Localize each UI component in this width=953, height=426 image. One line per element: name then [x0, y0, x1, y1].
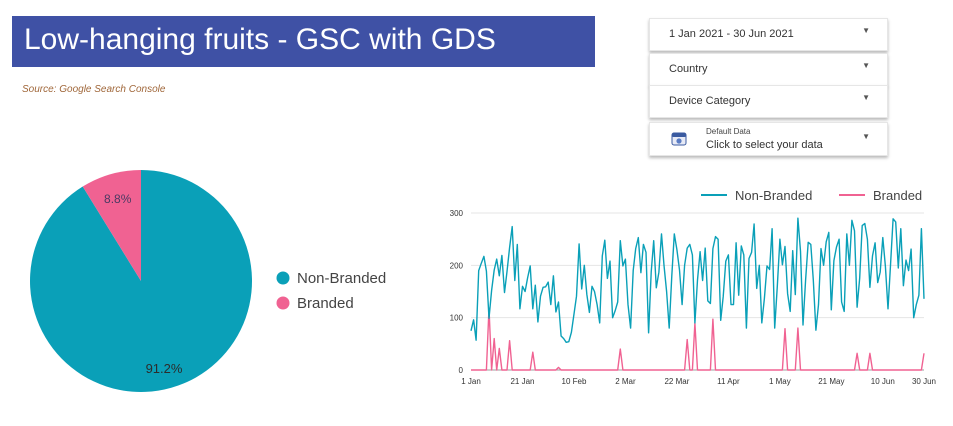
- pie-slice-non-branded: [30, 170, 253, 392]
- source-note: Source: Google Search Console: [22, 84, 166, 95]
- pie-chart: 8.8% 91.2% Non-Branded Branded: [30, 170, 386, 392]
- x-tick-label: 2 Mar: [615, 377, 636, 386]
- data-source-prompt: Click to select your data: [706, 139, 823, 151]
- pie-slice-branded: [82, 170, 141, 281]
- x-tick-label: 1 Jan: [461, 377, 481, 386]
- pie-label-branded: 8.8%: [104, 192, 132, 206]
- pie-label-non-branded: 91.2%: [146, 361, 183, 376]
- device-category-label: Device Category: [669, 95, 751, 107]
- x-tick-label: 21 Jan: [510, 377, 534, 386]
- country-filter-label: Country: [669, 63, 708, 75]
- x-tick-label: 10 Jun: [871, 377, 895, 386]
- legend-label-branded: Branded: [297, 295, 354, 312]
- country-filter[interactable]: Country ▼: [649, 53, 888, 86]
- legend-swatch-non-branded: [276, 271, 290, 285]
- data-source-caption: Default Data: [706, 127, 751, 136]
- x-tick-label: 22 Mar: [664, 377, 689, 386]
- line-chart: 0 100 200 300 1 Jan 21 Jan 10 Feb 2 Mar 22 Mar 11…: [450, 188, 936, 386]
- y-tick-label: 200: [450, 261, 464, 270]
- chevron-down-icon: ▼: [862, 61, 870, 70]
- chevron-down-icon: ▼: [862, 93, 870, 102]
- series-line-branded: [471, 307, 925, 371]
- legend-label-branded: Branded: [873, 188, 922, 203]
- legend-label-non-branded: Non-Branded: [735, 188, 812, 203]
- series-line-non-branded: [470, 217, 925, 344]
- date-range-control[interactable]: 1 Jan 2021 - 30 Jun 2021 ▼: [649, 18, 888, 51]
- device-category-filter[interactable]: Device Category ▼: [649, 85, 888, 118]
- legend-swatch-branded: [276, 296, 290, 310]
- data-source-control[interactable]: Default Data Click to select your data ▼: [649, 122, 888, 156]
- x-tick-label: 11 Apr: [717, 377, 740, 386]
- x-tick-label: 1 May: [769, 377, 791, 386]
- data-source-icon: [671, 132, 687, 146]
- x-tick-label: 30 Jun: [912, 377, 936, 386]
- report-title-bar: Low-hanging fruits - GSC with GDS: [12, 16, 595, 67]
- y-tick-label: 300: [450, 209, 464, 218]
- legend-label-non-branded: Non-Branded: [297, 270, 386, 287]
- y-tick-label: 0: [459, 366, 464, 375]
- x-tick-label: 21 May: [818, 377, 844, 386]
- chevron-down-icon: ▼: [862, 132, 870, 141]
- date-range-label: 1 Jan 2021 - 30 Jun 2021: [669, 28, 794, 40]
- report-title: Low-hanging fruits - GSC with GDS: [24, 23, 496, 56]
- y-tick-label: 100: [450, 314, 464, 323]
- chevron-down-icon: ▼: [862, 26, 870, 35]
- x-tick-label: 10 Feb: [562, 377, 587, 386]
